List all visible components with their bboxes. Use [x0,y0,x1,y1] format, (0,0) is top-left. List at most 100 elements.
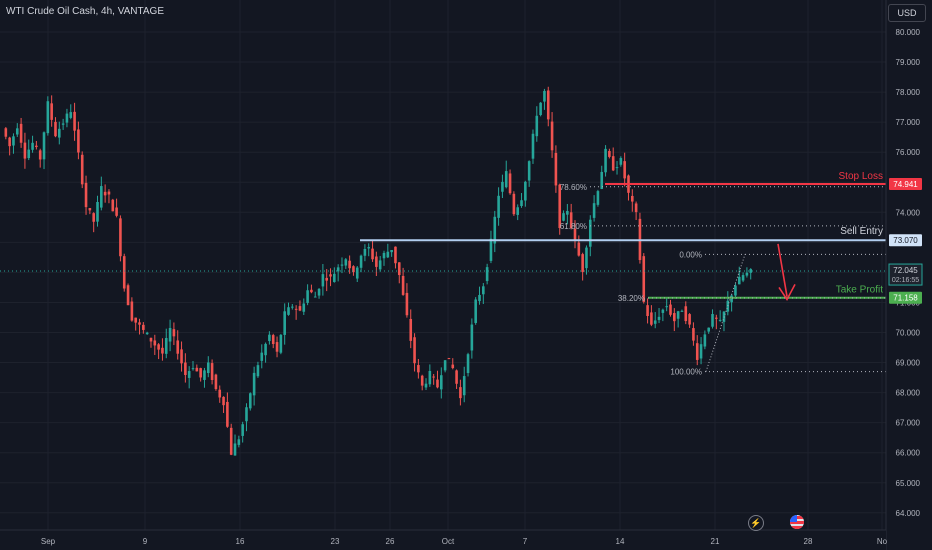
lightning-icon[interactable]: ⚡ [748,515,764,531]
y-tick-label: 76.000 [896,148,921,157]
candle-body [634,203,638,213]
candle-body [77,129,80,153]
candle-body [164,338,168,354]
candle-body [233,443,237,456]
candle-body [363,248,367,256]
sell-entry-price-tag-bg [889,234,922,247]
candle-body [80,154,84,185]
candle-body [168,327,172,342]
candle-body [229,427,233,455]
candle-body [191,368,195,370]
candle-body [19,123,23,143]
candle-body [54,121,57,137]
y-tick-label: 74.000 [896,208,921,217]
candle-body [401,275,405,295]
take-profit-price-tag: 71.158 [893,294,918,303]
candle-body [203,370,206,380]
currency-button[interactable]: USD [888,4,926,22]
candle-body [680,310,684,312]
candle-body [474,299,477,323]
candle-body [264,343,267,356]
candle-body [12,136,15,146]
candle-body [631,195,634,202]
candle-body [367,247,371,249]
candle-body [520,200,523,206]
candle-body [153,340,157,346]
us-flag-icon[interactable] [790,515,804,529]
candle-body [329,274,332,277]
candle-body [562,213,565,221]
candle-body [588,219,592,247]
candle-body [142,324,145,330]
candle-body [424,383,428,388]
candle-body [608,151,611,157]
fib-level-label: 78.60% [560,183,587,192]
candle-body [397,262,401,276]
candle-body [447,358,451,360]
candle-body [31,142,34,150]
candle-body [210,363,214,380]
candle-body [482,286,485,295]
time-axis [0,530,886,550]
candle-body [485,267,489,282]
candle-body [684,306,688,322]
candle-body [115,207,118,216]
projection-arrow [777,243,788,297]
candle-body [409,318,413,341]
candle-body [512,193,516,215]
candle-body [550,121,554,151]
candle-body [214,374,218,390]
countdown-tag: 02:16:55 [892,277,919,284]
candle-body [615,167,619,169]
candle-body [145,332,149,335]
candle-body [103,191,107,196]
projection-arrow-head [778,284,796,302]
candle-body [692,328,695,341]
candle-body [676,311,680,319]
candle-body [58,128,61,138]
candle-body [707,327,710,332]
candle-body [749,269,753,273]
candle-body [275,342,279,352]
candle-body [157,344,160,350]
candle-body [504,171,508,188]
candle-body [371,248,374,260]
candle-body [581,254,584,272]
candle-body [737,276,741,285]
x-tick-label: Oct [442,537,455,546]
x-tick-label: 28 [804,537,813,546]
x-tick-label: 26 [386,537,395,546]
candle-body [455,370,458,384]
candle-body [459,387,462,399]
candle-body [417,365,420,373]
stop-loss-price-tag-bg [889,178,922,191]
candle-body [543,90,546,102]
candle-body [218,389,222,398]
candle-body [497,195,500,218]
current-price-tag: 72.045 [893,266,918,275]
candle-body [321,274,325,287]
x-tick-label: 23 [331,537,340,546]
candle-body [73,111,76,131]
candle-body [596,191,600,205]
candle-body [222,396,225,406]
candle-body [310,289,313,293]
candle-body [279,334,283,353]
fib-trend-line [705,254,746,372]
candle-body [4,128,8,137]
candle-body [661,309,665,313]
candle-body [8,137,11,147]
x-tick-label: 16 [236,537,245,546]
candle-body [302,303,306,312]
candle-body [657,316,661,320]
candle-body [268,334,271,342]
candle-body [688,314,691,325]
candle-body [107,191,111,195]
candle-body [642,256,646,302]
candle-body [42,132,46,160]
stop-loss-price-tag: 74.941 [893,180,918,189]
candle-body [84,182,88,208]
y-tick-label: 70.000 [896,329,921,338]
sell-entry-label: Sell Entry [840,226,883,237]
